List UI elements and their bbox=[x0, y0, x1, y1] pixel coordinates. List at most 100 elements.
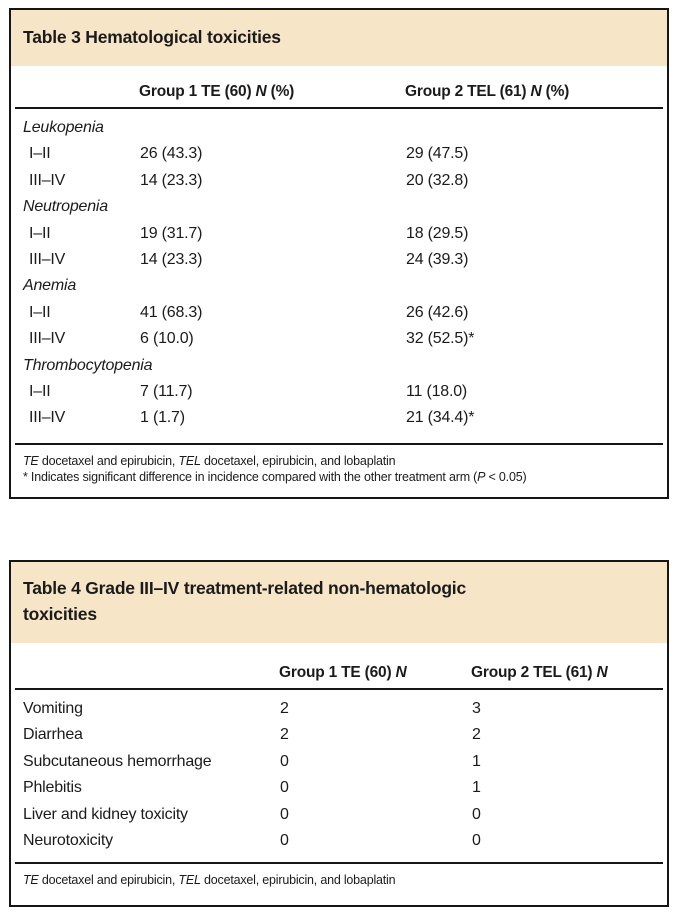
cell-group1: 2 bbox=[280, 700, 289, 717]
text-segment: Group 1 TE (60) bbox=[279, 664, 396, 681]
table4-header-row: Group 1 TE (60) N Group 2 TEL (61) N bbox=[15, 643, 663, 690]
column-header-group2: Group 2 TEL (61) N (%) bbox=[405, 66, 663, 109]
cell-group2: 29 (47.5) bbox=[406, 145, 469, 163]
cell-group2: 21 (34.4)* bbox=[406, 409, 475, 427]
cell-group1 bbox=[139, 194, 405, 220]
row-label: I–II bbox=[29, 303, 51, 321]
cell-group2 bbox=[405, 273, 663, 299]
table-row: Anemia bbox=[15, 273, 663, 299]
row-label: Vomiting bbox=[23, 700, 83, 717]
table4-title-line1: Table 4 Grade III–IV treatment-related n… bbox=[23, 578, 467, 598]
row-label: Subcutaneous hemorrhage bbox=[23, 752, 212, 770]
table3-body: Group 1 TE (60) N (%) Group 2 TEL (61) N… bbox=[11, 66, 667, 497]
cell-group1 bbox=[139, 108, 405, 141]
cell-group1: 41 (68.3) bbox=[140, 303, 203, 321]
table3-title: Table 3 Hematological toxicities bbox=[11, 10, 667, 66]
row-label: I–II bbox=[29, 224, 51, 242]
row-label: Liver and kidney toxicity bbox=[23, 805, 188, 823]
text-segment: TEL bbox=[178, 873, 201, 888]
table3-panel: Table 3 Hematological toxicities Group 1… bbox=[9, 8, 669, 499]
table-row: I–II 7 (11.7) 11 (18.0) bbox=[15, 379, 663, 405]
text-segment: (%) bbox=[266, 83, 295, 100]
table-row: Diarrhea 2 2 bbox=[15, 722, 663, 748]
cell-group1: 14 (23.3) bbox=[140, 171, 203, 189]
table-row: Phlebitis 0 1 bbox=[15, 775, 663, 801]
cell-group1: 7 (11.7) bbox=[140, 383, 193, 401]
text-segment: TE bbox=[23, 873, 39, 888]
cell-group1: 6 (10.0) bbox=[140, 330, 194, 348]
row-label: III–IV bbox=[29, 251, 66, 269]
column-header-empty bbox=[15, 643, 279, 690]
row-label: I–II bbox=[29, 383, 51, 401]
table-row: Leukopenia bbox=[15, 108, 663, 141]
cell-group2: 1 bbox=[472, 752, 481, 770]
cell-group2: 11 (18.0) bbox=[406, 383, 468, 401]
row-label: Diarrhea bbox=[23, 726, 83, 744]
cell-group2 bbox=[405, 194, 663, 220]
cell-group2 bbox=[405, 353, 663, 379]
cell-group1 bbox=[139, 353, 405, 379]
row-label: Neurotoxicity bbox=[23, 832, 113, 850]
text-segment: Group 1 TE (60) bbox=[139, 83, 256, 100]
cell-group1 bbox=[139, 273, 405, 299]
row-label: Neutropenia bbox=[23, 198, 108, 216]
cell-group2: 3 bbox=[472, 700, 481, 717]
text-segment: * Indicates significant difference in in… bbox=[23, 470, 478, 485]
table3: Group 1 TE (60) N (%) Group 2 TEL (61) N… bbox=[15, 66, 663, 443]
row-label: Leukopenia bbox=[23, 119, 104, 136]
table-row: Neurotoxicity 0 0 bbox=[15, 828, 663, 862]
cell-group2: 24 (39.3) bbox=[406, 251, 469, 269]
text-segment: Group 2 TEL (61) bbox=[405, 83, 531, 100]
row-label: III–IV bbox=[29, 330, 66, 348]
text-segment: P bbox=[477, 470, 486, 485]
table-row: Liver and kidney toxicity 0 0 bbox=[15, 802, 663, 828]
table-row: I–II 19 (31.7) 18 (29.5) bbox=[15, 221, 663, 247]
table4-rows: Vomiting 2 3 Diarrhea 2 2 Subcutaneous h… bbox=[15, 689, 663, 862]
table-row: Subcutaneous hemorrhage 0 1 bbox=[15, 749, 663, 775]
cell-group2: 32 (52.5)* bbox=[406, 330, 475, 348]
table-row: III–IV 14 (23.3) 20 (32.8) bbox=[15, 168, 663, 194]
cell-group1: 2 bbox=[280, 726, 289, 744]
cell-group2: 26 (42.6) bbox=[406, 303, 469, 321]
table4: Group 1 TE (60) N Group 2 TEL (61) N Vom… bbox=[15, 643, 663, 862]
table-row: III–IV 1 (1.7) 21 (34.4)* bbox=[15, 405, 663, 442]
row-label: I–II bbox=[29, 145, 51, 163]
footnote-abbreviations: TE docetaxel and epirubicin, TEL docetax… bbox=[23, 872, 655, 889]
table-row: I–II 41 (68.3) 26 (42.6) bbox=[15, 300, 663, 326]
text-segment: TE bbox=[23, 453, 39, 468]
table3-header-row: Group 1 TE (60) N (%) Group 2 TEL (61) N… bbox=[15, 66, 663, 109]
table4-title: Table 4 Grade III–IV treatment-related n… bbox=[11, 562, 667, 643]
row-label: III–IV bbox=[29, 171, 66, 189]
text-segment: docetaxel and epirubicin, bbox=[38, 873, 179, 888]
table-row: Vomiting 2 3 bbox=[15, 689, 663, 722]
column-header-group2: Group 2 TEL (61) N bbox=[471, 643, 663, 690]
cell-group2: 20 (32.8) bbox=[406, 171, 469, 189]
column-header-group1: Group 1 TE (60) N bbox=[279, 643, 471, 690]
cell-group2: 2 bbox=[472, 726, 481, 744]
text-segment: TEL bbox=[178, 453, 201, 468]
cell-group2: 0 bbox=[472, 805, 481, 823]
text-segment: N bbox=[596, 664, 608, 681]
table3-footnotes: TE docetaxel and epirubicin, TEL docetax… bbox=[15, 442, 663, 497]
cell-group1: 0 bbox=[280, 832, 289, 850]
table4-panel: Table 4 Grade III–IV treatment-related n… bbox=[9, 560, 669, 907]
cell-group1: 0 bbox=[280, 805, 289, 823]
text-segment: (%) bbox=[541, 83, 570, 100]
cell-group1: 0 bbox=[280, 779, 289, 797]
row-label: Thrombocytopenia bbox=[23, 356, 153, 374]
cell-group2 bbox=[405, 108, 663, 141]
cell-group1: 19 (31.7) bbox=[140, 224, 203, 242]
text-segment: Group 2 TEL (61) bbox=[471, 664, 597, 681]
text-segment: N bbox=[530, 83, 542, 100]
table4-body: Group 1 TE (60) N Group 2 TEL (61) N Vom… bbox=[11, 643, 667, 905]
cell-group1: 1 (1.7) bbox=[140, 409, 185, 427]
column-header-group1: Group 1 TE (60) N (%) bbox=[139, 66, 405, 109]
cell-group2: 1 bbox=[472, 779, 481, 797]
table-row: Thrombocytopenia bbox=[15, 353, 663, 379]
table-row: I–II 26 (43.3) 29 (47.5) bbox=[15, 141, 663, 167]
table-row: III–IV 6 (10.0) 32 (52.5)* bbox=[15, 326, 663, 352]
text-segment: N bbox=[395, 664, 407, 681]
footnote-significance: * Indicates significant difference in in… bbox=[23, 469, 655, 486]
cell-group2: 18 (29.5) bbox=[406, 224, 469, 242]
